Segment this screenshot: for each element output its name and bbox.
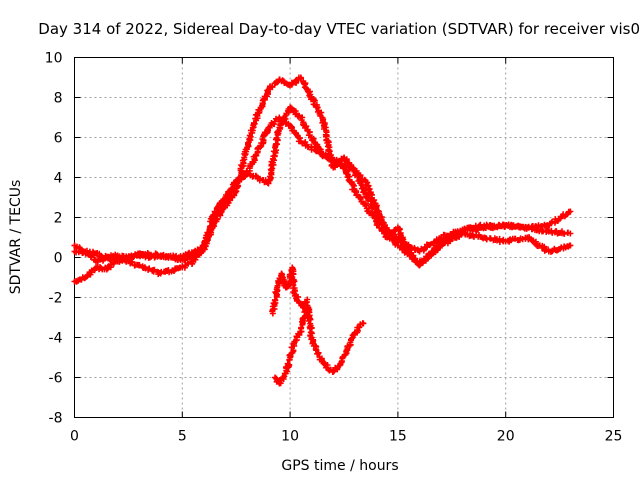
y-tick-label: -6	[49, 371, 63, 387]
trace-segment	[73, 247, 98, 257]
trace-segment	[547, 242, 573, 255]
trace-segment	[116, 250, 141, 265]
y-tick-label: -8	[49, 411, 63, 427]
trace-segment	[438, 227, 466, 241]
trace-segment	[277, 116, 292, 129]
x-tick-label: 0	[70, 429, 79, 445]
trace-segment	[283, 280, 292, 291]
trace-segment	[269, 286, 281, 315]
trace-segment	[298, 75, 314, 100]
plot-frame	[74, 57, 614, 418]
trace-segment	[233, 169, 251, 186]
x-tick-label: 5	[178, 429, 187, 445]
trace-segment	[337, 350, 350, 368]
trace-segment	[546, 208, 572, 229]
trace-segment	[504, 234, 529, 245]
trace-segment	[326, 366, 336, 375]
trace-segment	[482, 221, 508, 230]
trace-segment	[180, 244, 207, 261]
trace-segment	[243, 149, 261, 175]
x-tick-label: 20	[497, 429, 515, 445]
trace-segment	[308, 146, 325, 158]
y-tick-label: 4	[54, 171, 63, 187]
x-tick-label: 25	[605, 429, 623, 445]
x-tick-labels: 0 5 10 15 20 25	[70, 429, 622, 445]
series-trace-c	[71, 114, 574, 269]
trace-segment	[94, 250, 120, 264]
series-trace-e	[269, 264, 311, 317]
y-tick-label: 6	[54, 131, 63, 147]
trace-segment	[273, 375, 282, 385]
trace-segment	[384, 226, 399, 241]
trace-segment	[548, 227, 571, 237]
series-trace-d	[272, 302, 367, 387]
y-tick-label: 8	[54, 91, 63, 107]
trace-segment	[266, 78, 282, 91]
trace-segment	[298, 114, 314, 141]
data-point	[304, 296, 311, 303]
trace-segment	[264, 126, 283, 186]
trace-segment	[525, 234, 552, 254]
trace-segment	[482, 234, 507, 245]
trace-segment	[461, 230, 487, 242]
trace-segment	[255, 87, 271, 116]
trace-segment	[254, 126, 271, 152]
y-tick-labels: -8 -6 -4 -2 0 2 4 6 8 10	[45, 51, 63, 427]
chart-title: Day 314 of 2022, Sidereal Day-to-day VTE…	[38, 20, 640, 38]
trace-segment	[395, 225, 413, 255]
y-tick-label: -2	[49, 291, 63, 307]
data-point	[360, 320, 367, 327]
y-tick-label: -4	[49, 331, 63, 347]
trace-segment	[461, 221, 485, 232]
data-point	[567, 208, 574, 215]
trace-segment	[83, 265, 99, 280]
trace-segment	[224, 189, 239, 209]
trace-segment	[213, 204, 227, 225]
y-tick-label: 10	[45, 51, 63, 67]
trace-segment	[352, 169, 369, 197]
trace-segment	[288, 123, 303, 145]
trace-segment	[439, 230, 466, 248]
data-point	[567, 242, 574, 249]
x-axis-title: GPS time / hours	[281, 458, 398, 474]
trace-segment	[245, 111, 261, 150]
trace-segment	[343, 335, 355, 354]
trace-segment	[158, 252, 184, 262]
y-tick-label: 0	[54, 251, 63, 267]
data-point	[567, 230, 574, 237]
trace-segment	[417, 244, 443, 268]
trace-segment	[136, 262, 163, 278]
trace-segment	[332, 159, 346, 170]
x-tick-label: 15	[389, 429, 407, 445]
trace-segment	[308, 96, 325, 119]
trace-segment	[342, 166, 359, 195]
y-tick-label: 2	[54, 211, 63, 227]
trace-segment	[304, 304, 315, 339]
trace-segment	[341, 155, 357, 174]
series-trace-b	[71, 74, 574, 285]
y-axis-title: SDTVAR / TECUs	[8, 180, 24, 295]
x-tick-label: 10	[281, 429, 299, 445]
trace-segment	[201, 210, 219, 250]
trace-segment	[416, 235, 443, 255]
trace-segment	[363, 202, 380, 225]
data-points	[71, 74, 574, 387]
